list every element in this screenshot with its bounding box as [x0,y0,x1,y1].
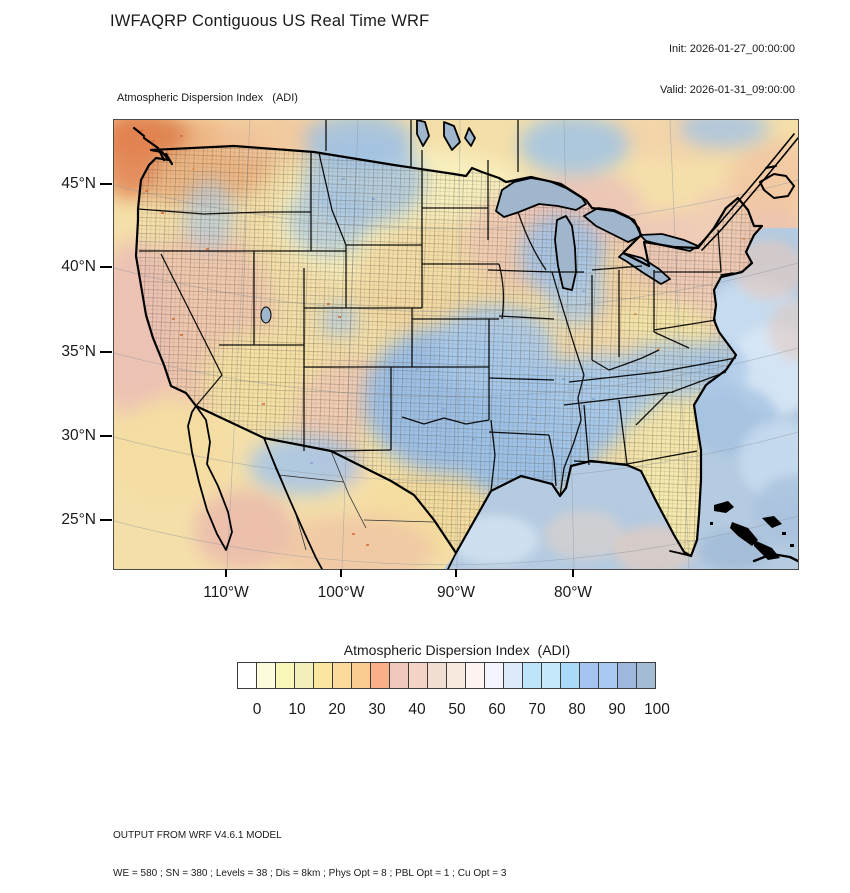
vancouver-island [142,136,166,162]
lake-superior [495,177,587,218]
legend-tick-label: 0 [252,701,262,718]
legend-color-box [427,662,447,689]
long-island [720,272,734,276]
legend-color-box [351,662,371,689]
legend-color-box [465,662,485,689]
nova-scotia [759,173,795,199]
init-time: Init: 2026-01-27_00:00:00 [669,43,795,55]
coastlines-borders [132,126,798,569]
florida-keys [669,550,692,557]
lat-tick-mark [100,519,112,521]
legend-color-box [370,662,390,689]
mexico-gulf-coast [447,552,457,569]
footer-line1: OUTPUT FROM WRF V4.6.1 MODEL [113,830,282,841]
legend-color-box [541,662,561,689]
run-info: Init: 2026-01-27_00:00:00 Valid: 2026-01… [660,16,795,111]
lat-tick-mark [100,435,112,437]
legend-color-box [636,662,656,689]
legend-title: Atmospheric Dispersion Index (ADI) [343,642,571,658]
lat-tick-label: 30°N [61,427,96,444]
map-figure [113,119,799,570]
legend-tick-label: 100 [644,701,670,718]
st-lawrence-river [697,133,795,247]
mexico-west-coast [263,437,323,569]
lat-tick-mark [100,266,112,268]
bahamas-islands [710,501,794,560]
legend-color-box [484,662,504,689]
lat-tick-mark [100,183,112,185]
great-salt-lake [260,306,272,324]
legend-color-box [408,662,428,689]
legend-color-box [294,662,314,689]
canada-province-lines [325,120,519,172]
noise-texture [114,120,798,569]
legend-tick-label: 40 [408,701,426,718]
map-canvas [114,120,798,569]
lat-tick-label: 35°N [61,343,96,360]
legend-color-box [598,662,618,689]
legend-color-box [313,662,333,689]
lon-tick-mark [572,569,574,577]
legend-color-box [389,662,409,689]
lake-winnipeg [416,120,430,147]
baja-california [187,405,233,551]
model-footer: OUTPUT FROM WRF V4.6.1 MODEL WE = 580 ; … [113,805,506,893]
legend-color-box [237,662,257,689]
legend-colorbar [237,662,677,689]
page-title: IWFAQRP Contiguous US Real Time WRF [110,12,430,30]
lat-tick-mark [100,351,112,353]
valid-time: Valid: 2026-01-31_09:00:00 [660,83,795,96]
legend-tick-label: 10 [288,701,306,718]
lon-tick-label: 80°W [553,584,593,601]
lat-tick-label: 45°N [61,175,96,192]
legend-color-box [522,662,542,689]
legend-color-box [617,662,637,689]
legend-tick-label: 60 [488,701,506,718]
lon-tick-label: 100°W [317,584,365,601]
footer-line2: WE = 580 ; SN = 380 ; Levels = 38 ; Dis … [113,867,507,879]
legend-tick-label: 20 [328,701,346,718]
state-boundaries [137,150,737,497]
legend-color-box [275,662,295,689]
lake-manitoba [443,121,461,151]
legend-color-box [332,662,352,689]
lon-tick-mark [340,569,342,577]
legend-color-box [560,662,580,689]
legend-tick-label: 90 [608,701,626,718]
lat-tick-label: 40°N [61,258,96,275]
lat-tick-label: 25°N [61,511,96,528]
page: { "header": { "title": "IWFAQRP Contiguo… [61,12,799,879]
cuba [752,552,798,563]
lon-tick-label: 90°W [436,584,476,601]
legend-color-box [503,662,523,689]
legend-color-box [256,662,276,689]
legend-tick-label: 30 [368,701,386,718]
legend-color-box [579,662,599,689]
lon-tick-mark [225,569,227,577]
map-subtitle: Atmospheric Dispersion Index (ADI) [117,92,298,104]
legend-color-box [446,662,466,689]
lon-tick-mark [455,569,457,577]
lon-tick-label: 110°W [203,584,249,601]
legend-tick-label: 80 [568,701,586,718]
us-outline [134,144,764,558]
legend-tick-label: 50 [448,701,466,718]
legend-tick-label: 70 [528,701,546,718]
